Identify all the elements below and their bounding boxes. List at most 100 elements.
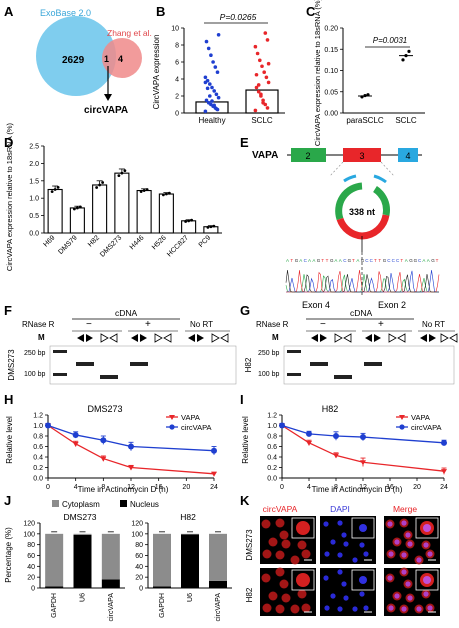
k-cell-blue (337, 606, 343, 612)
e-base-letter: C (396, 258, 400, 263)
g-divergent-primer-icon (449, 333, 458, 343)
k-cell-blue (394, 539, 400, 545)
e-splice-line-right (380, 161, 395, 177)
j-bar-nucleus (209, 580, 227, 588)
k-cell-blue (330, 539, 336, 545)
k-cell-blue (416, 606, 422, 612)
c-ytick-label: 0.15 (324, 47, 338, 54)
g-rnase-label: RNase R (256, 320, 289, 329)
k-cell-blue (401, 552, 407, 558)
c-xtick-label: SCLC (395, 116, 417, 125)
venn-left-circle (36, 16, 116, 96)
k-cell-blue (352, 557, 358, 563)
g-convergent-primer-icon (429, 334, 436, 342)
e-base-letter: T (436, 258, 439, 263)
j-bar-cytoplasm (181, 533, 199, 535)
chart-j: 0 20 40 60 80 100 120 GAPDH U6 circVAPA 0 20 40 60 80 1… (23, 521, 232, 622)
g-bp-250: 250 bp (258, 350, 280, 357)
b-point (203, 109, 208, 114)
e-gene-label: VAPA (252, 150, 278, 161)
g-band-3 (364, 362, 382, 366)
h-ytick-label: 0.4 (33, 455, 43, 462)
e-exon-3-label: 3 (359, 151, 364, 161)
b-point (212, 89, 216, 93)
d-bar (92, 184, 108, 234)
b-point (266, 80, 271, 85)
k-inset-nucleus (423, 576, 431, 584)
b-point (254, 85, 259, 90)
d-point (50, 190, 54, 193)
d-xtick-label: H82 (87, 234, 101, 248)
b-ytick-label: 4 (175, 77, 179, 84)
f-convergent-primer-icon (188, 334, 195, 342)
b-pvalue: P=0.0265 (220, 12, 257, 22)
e-base-letter: G (431, 258, 435, 263)
k-cell-red (301, 549, 311, 559)
f-plus: + (145, 319, 151, 330)
f-convergent-primer-icon (77, 334, 84, 342)
g-divergent-primer-icon (343, 333, 352, 343)
k-inset-nucleus (359, 524, 367, 532)
b-bar (245, 89, 279, 114)
i-marker (360, 434, 366, 441)
b-point (262, 70, 267, 74)
b-point (208, 82, 212, 86)
i-ytick-label: 0.6 (267, 444, 277, 451)
k-cell-blue (324, 605, 330, 611)
h-ytick-label: 1.0 (33, 423, 43, 430)
e-trace-line (285, 269, 439, 293)
i-xtick-label: 4 (307, 484, 311, 491)
venn-right-count: 4 (118, 54, 123, 64)
e-ring-green (335, 182, 363, 221)
j-xtick-label: GAPDH (159, 593, 166, 618)
k-cell-blue (343, 541, 349, 547)
f-bp-250: 250 bp (24, 350, 46, 357)
g-marker-band-1 (287, 350, 301, 353)
j-ytick-label: 120 (23, 521, 35, 528)
e-base-letter: T (290, 258, 293, 263)
i-ytick-label: 1.0 (267, 423, 277, 430)
b-point (206, 46, 211, 51)
i-marker (279, 422, 285, 429)
b-point (203, 80, 208, 85)
i-xtick-label: 20 (413, 484, 421, 491)
j-ytick-label: 40 (27, 564, 35, 571)
d-point (206, 225, 210, 229)
b-ytick-label: 10 (171, 26, 179, 33)
d-point (56, 186, 60, 189)
panel-letter-c: C (306, 4, 316, 19)
f-cell-label: DMS273 (7, 349, 16, 381)
b-point (261, 98, 265, 103)
h-marker (100, 456, 107, 462)
venn-arrow-head-icon (104, 94, 112, 101)
k-cell-red (290, 604, 300, 614)
c-xtick-label: paraSCLC (346, 116, 384, 125)
h-title: DMS273 (87, 404, 122, 414)
b-point (255, 51, 260, 56)
k-cell-blue (423, 542, 429, 548)
k-inset-cell (296, 573, 310, 587)
k-cell-red (281, 593, 291, 603)
b-point (258, 58, 262, 63)
k-cell-blue (388, 605, 394, 611)
b-point (266, 61, 271, 66)
e-base-letter: G (414, 258, 418, 263)
h-xtick-label: 12 (127, 484, 135, 491)
f-rnase-label: RNase R (22, 320, 55, 329)
b-point (259, 92, 263, 97)
d-point (53, 188, 57, 191)
j-xtick-label: U6 (80, 593, 87, 602)
e-exon-2 (291, 148, 326, 162)
f-marker-band-1 (53, 350, 67, 353)
e-junction-left: Exon 4 (302, 300, 330, 310)
e-base-letter: G (317, 258, 321, 263)
k-cell-blue (330, 593, 336, 599)
j-xtick-label: GAPDH (51, 593, 58, 618)
f-convergent-primer-icon (131, 334, 138, 342)
j-legend-cytoplasm: Cytoplasm (62, 500, 100, 509)
d-xtick-label: H446 (129, 234, 146, 251)
e-base-letter: G (409, 258, 413, 263)
panel-a: A ExoBase 2.0 Zhang et al. 2629 1 4 circ… (4, 4, 152, 116)
